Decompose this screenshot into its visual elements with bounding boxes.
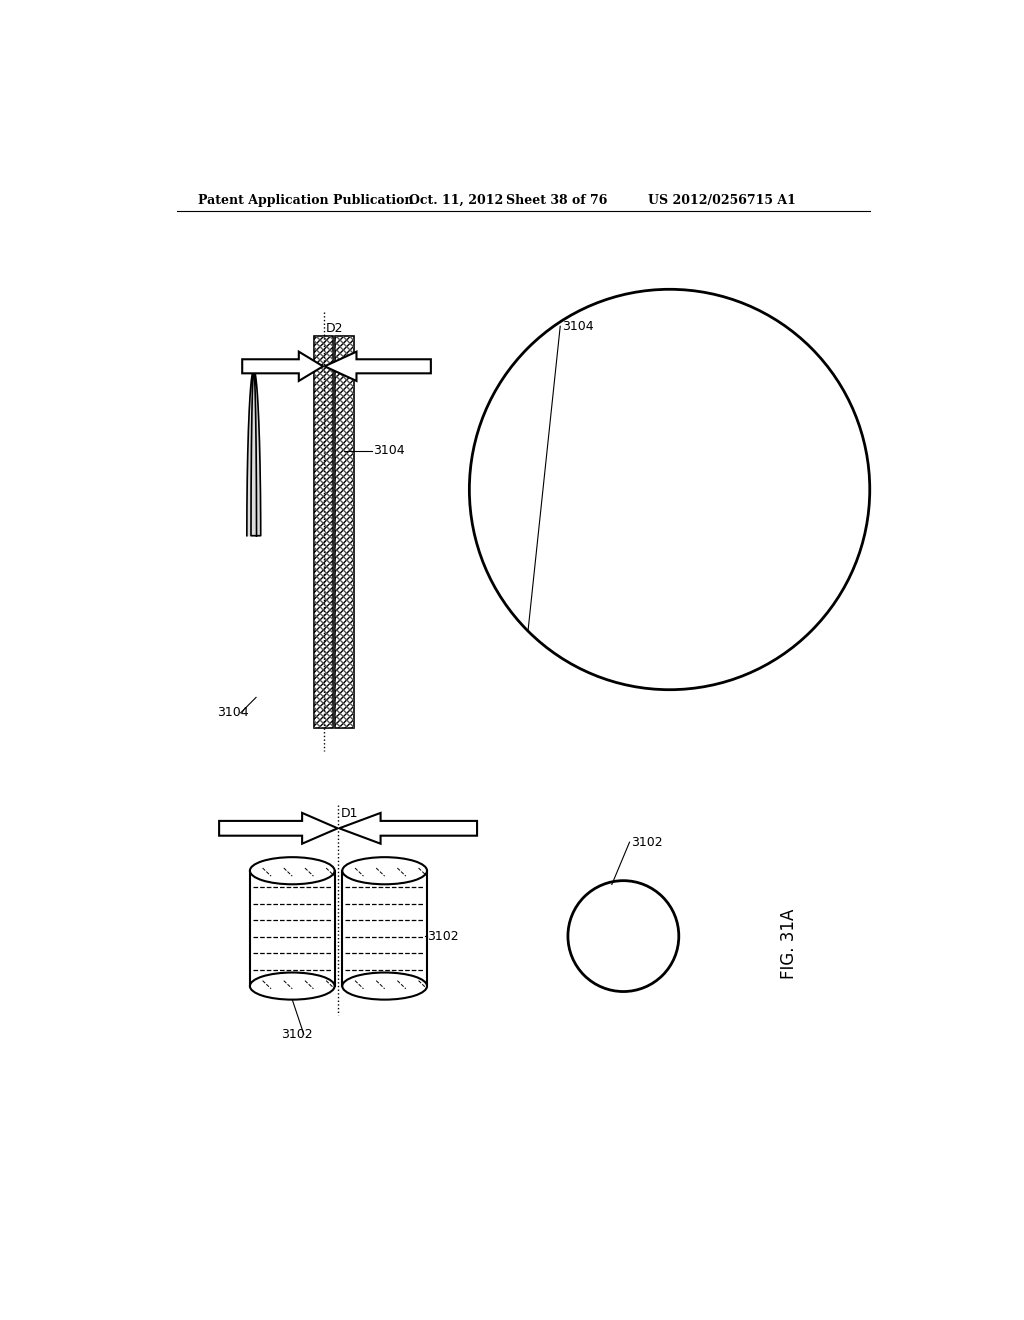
Polygon shape [339, 813, 477, 843]
Bar [335, 335, 354, 729]
Text: 3102: 3102 [631, 836, 663, 849]
Bar [313, 335, 333, 729]
Text: US 2012/0256715 A1: US 2012/0256715 A1 [648, 194, 796, 207]
Text: Sheet 38 of 76: Sheet 38 of 76 [506, 194, 607, 207]
Text: 3104: 3104 [373, 445, 404, 458]
Bar [313, 335, 333, 729]
Text: Oct. 11, 2012: Oct. 11, 2012 [410, 194, 504, 207]
Bar [313, 335, 333, 729]
Bar [335, 335, 354, 729]
Text: 3102: 3102 [427, 929, 459, 942]
Text: D1: D1 [341, 807, 358, 820]
Text: 3102: 3102 [281, 1028, 312, 1040]
Ellipse shape [342, 857, 427, 884]
Bar [250, 871, 335, 986]
Text: FIG. 31A: FIG. 31A [780, 908, 798, 979]
Bar [342, 871, 427, 986]
Polygon shape [243, 351, 323, 381]
Text: 3104: 3104 [217, 706, 249, 719]
Polygon shape [219, 813, 338, 843]
Text: 3104: 3104 [562, 319, 593, 333]
Ellipse shape [342, 973, 427, 999]
Polygon shape [247, 370, 261, 536]
Ellipse shape [250, 857, 335, 884]
Polygon shape [325, 351, 431, 381]
Text: D2: D2 [326, 322, 344, 335]
Bar [335, 335, 354, 729]
Text: Patent Application Publication: Patent Application Publication [199, 194, 414, 207]
Ellipse shape [250, 973, 335, 999]
